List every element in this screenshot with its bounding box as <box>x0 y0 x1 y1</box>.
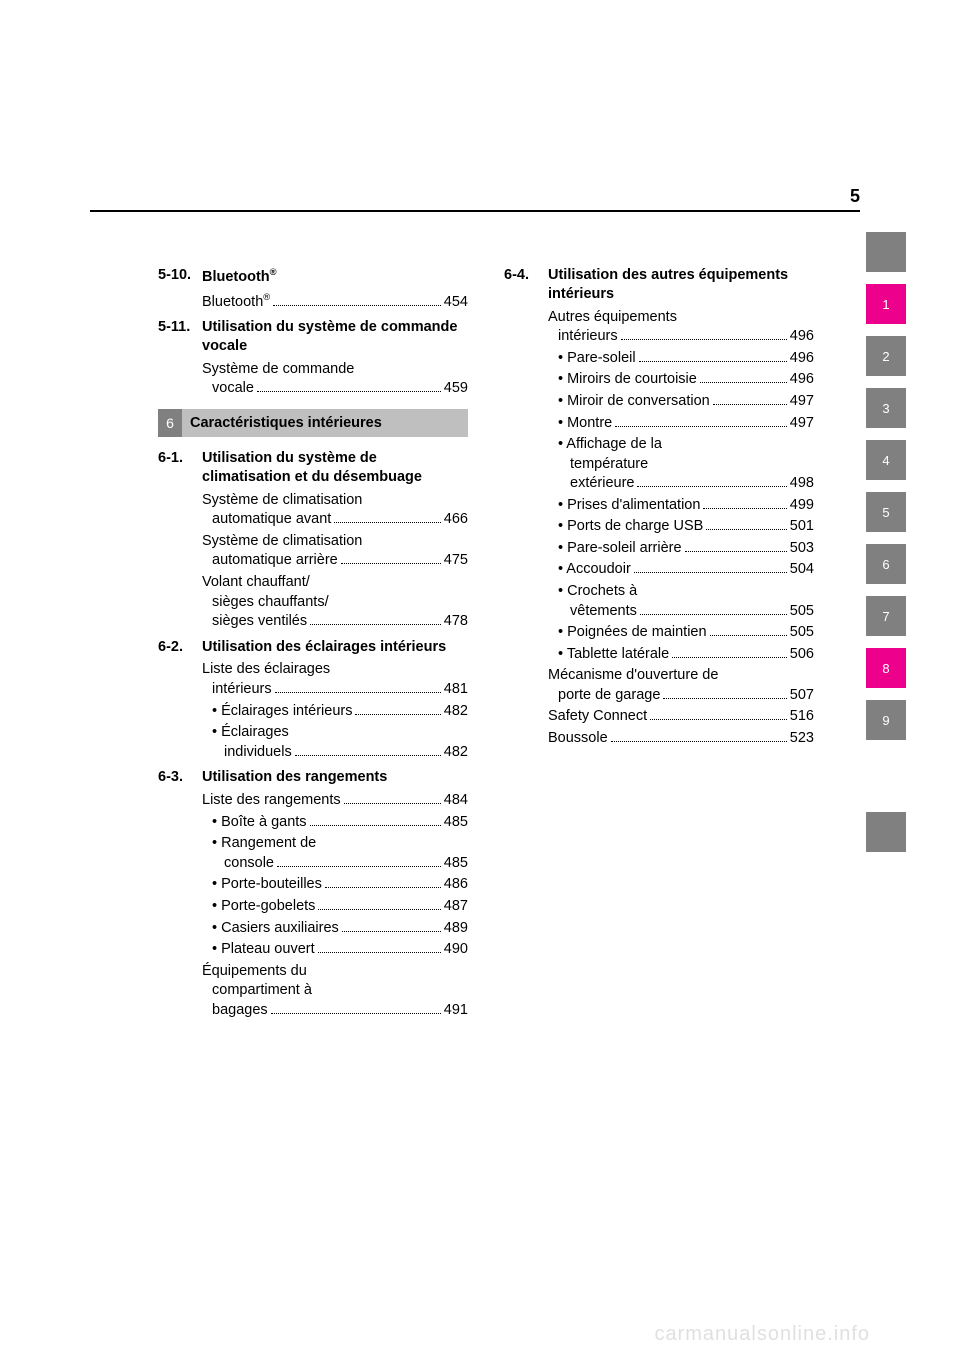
watermark: carmanualsonline.info <box>654 1323 870 1346</box>
section-number: 6-1. <box>158 449 202 487</box>
toc-entry: Système de commande vocale 459 <box>202 360 468 399</box>
left-column: 5-10. Bluetooth® Bluetooth® 454 5-11. Ut… <box>158 260 468 1024</box>
toc-subentry: • Éclairages intérieurs482 <box>202 702 468 722</box>
section-number: 6-2. <box>158 638 202 657</box>
toc-subentry: • Plateau ouvert490 <box>202 940 468 960</box>
right-column: 6-4. Utilisation des autres équipements … <box>504 260 814 1024</box>
toc-entry: Liste des rangements484 <box>202 791 468 811</box>
chapter-6-tab: 6 Caractéristiques intérieures <box>158 409 468 437</box>
sidebar-tab-5[interactable]: 5 <box>866 492 906 532</box>
toc-subentry: • Éclairages individuels482 <box>202 723 468 762</box>
toc-subentry: • Miroirs de courtoisie496 <box>548 370 814 390</box>
toc-entry: Liste des éclairages intérieurs481 <box>202 660 468 699</box>
entries-5-11: Système de commande vocale 459 <box>158 360 468 399</box>
section-6-3-title: 6-3. Utilisation des rangements <box>158 768 468 787</box>
chapter-sidebar: 1 2 3 4 5 6 7 8 9 <box>866 232 906 864</box>
header-rule <box>90 210 860 212</box>
toc-subentry: • Montre497 <box>548 414 814 434</box>
sidebar-tab-2[interactable]: 2 <box>866 336 906 376</box>
toc-entry: Mécanisme d'ouverture de porte de garage… <box>548 666 814 705</box>
toc-subentry: • Affichage de latempératureextérieure49… <box>548 435 814 494</box>
sidebar-blank-bottom <box>866 812 906 852</box>
entries-5-10: Bluetooth® 454 <box>158 291 468 312</box>
section-text: Utilisation des autres équipements intér… <box>548 266 814 304</box>
section-number: 5-11. <box>158 318 202 356</box>
toc-entry: Système de climatisation automatique arr… <box>202 532 468 571</box>
toc-subentry: • Miroir de conversation497 <box>548 392 814 412</box>
toc-subentry: • Pare-soleil496 <box>548 349 814 369</box>
section-text: Utilisation des rangements <box>202 768 468 787</box>
chapter-number: 6 <box>158 409 182 437</box>
toc-subentry: • Poignées de maintien505 <box>548 623 814 643</box>
sidebar-tab-3[interactable]: 3 <box>866 388 906 428</box>
entries-6-2: Liste des éclairages intérieurs481 • Écl… <box>158 660 468 762</box>
section-5-10-title: 5-10. Bluetooth® <box>158 266 468 287</box>
sidebar-tab-8[interactable]: 8 <box>866 648 906 688</box>
section-6-4-title: 6-4. Utilisation des autres équipements … <box>504 266 814 304</box>
section-number: 5-10. <box>158 266 202 287</box>
toc-entry: Volant chauffant/ sièges chauffants/ siè… <box>202 573 468 632</box>
sidebar-tab-4[interactable]: 4 <box>866 440 906 480</box>
sidebar-tab-7[interactable]: 7 <box>866 596 906 636</box>
toc-subentry: • Pare-soleil arrière503 <box>548 539 814 559</box>
toc-entry: Boussole523 <box>548 729 814 749</box>
chapter-label: Caractéristiques intérieures <box>182 409 468 437</box>
toc-subentry: • Ports de charge USB501 <box>548 517 814 537</box>
section-number: 6-4. <box>504 266 548 304</box>
sidebar-tab-6[interactable]: 6 <box>866 544 906 584</box>
section-number: 6-3. <box>158 768 202 787</box>
toc-content: 5-10. Bluetooth® Bluetooth® 454 5-11. Ut… <box>158 260 818 1024</box>
toc-entry: Système de climatisation automatique ava… <box>202 491 468 530</box>
section-6-2-title: 6-2. Utilisation des éclairages intérieu… <box>158 638 468 657</box>
toc-subentry: • Accoudoir504 <box>548 560 814 580</box>
toc-entry: Équipements du compartiment à bagages491 <box>202 962 468 1021</box>
toc-subentry: • Crochets àvêtements505 <box>548 582 814 621</box>
section-5-11-title: 5-11. Utilisation du système de commande… <box>158 318 468 356</box>
toc-entry: Bluetooth® 454 <box>202 291 468 312</box>
toc-subentry: • Porte-bouteilles486 <box>202 875 468 895</box>
toc-subentry: • Tablette latérale506 <box>548 645 814 665</box>
entries-6-3: Liste des rangements484 • Boîte à gants4… <box>158 791 468 1020</box>
entries-6-4: Autres équipements intérieurs496 • Pare-… <box>504 308 814 749</box>
section-text: Utilisation des éclairages intérieurs <box>202 638 468 657</box>
sidebar-blank-top <box>866 232 906 272</box>
entries-6-1: Système de climatisation automatique ava… <box>158 491 468 632</box>
toc-entry: Safety Connect516 <box>548 707 814 727</box>
toc-subentry: • Boîte à gants485 <box>202 813 468 833</box>
toc-subentry: • Prises d'alimentation499 <box>548 496 814 516</box>
toc-entry: Autres équipements intérieurs496 <box>548 308 814 347</box>
section-text: Utilisation du système de climatisation … <box>202 449 468 487</box>
sidebar-tab-1[interactable]: 1 <box>866 284 906 324</box>
section-text: Utilisation du système de commande vocal… <box>202 318 468 356</box>
page-number: 5 <box>850 186 860 207</box>
toc-subentry: • Casiers auxiliaires489 <box>202 919 468 939</box>
toc-subentry: • Rangement de console485 <box>202 834 468 873</box>
sidebar-tab-9[interactable]: 9 <box>866 700 906 740</box>
section-text: Bluetooth® <box>202 266 468 287</box>
toc-subentry: • Porte-gobelets487 <box>202 897 468 917</box>
section-6-1-title: 6-1. Utilisation du système de climatisa… <box>158 449 468 487</box>
